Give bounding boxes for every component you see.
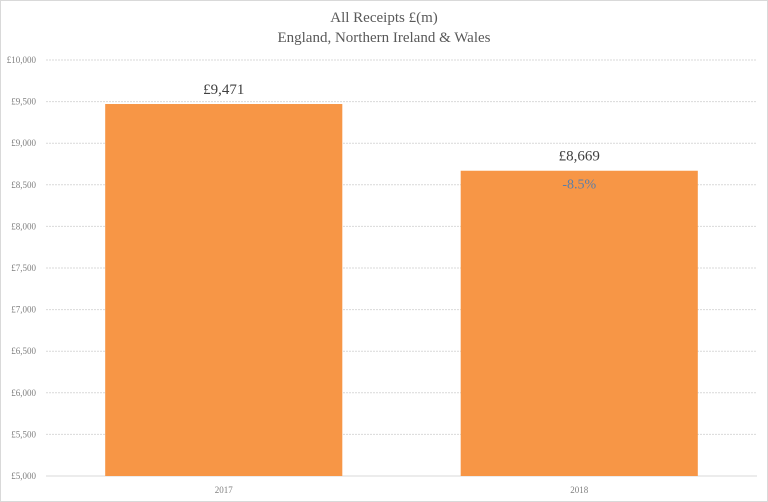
y-tick-label: £9,500 bbox=[11, 97, 36, 107]
bar-2017 bbox=[105, 104, 343, 476]
y-tick-label: £6,500 bbox=[11, 346, 36, 356]
x-tick-label: 2018 bbox=[570, 485, 589, 495]
y-tick-label: £7,500 bbox=[11, 263, 36, 273]
y-tick-label: £6,000 bbox=[11, 388, 36, 398]
x-tick-label: 2017 bbox=[215, 485, 234, 495]
y-tick-label: £5,000 bbox=[11, 471, 36, 481]
y-tick-label: £8,500 bbox=[11, 180, 36, 190]
y-tick-label: £7,000 bbox=[11, 305, 36, 315]
data-label-2018: £8,669 bbox=[559, 149, 600, 165]
bar-2018 bbox=[460, 170, 698, 476]
y-tick-label: £8,000 bbox=[11, 221, 36, 231]
y-tick-label: £9,000 bbox=[11, 138, 36, 148]
y-tick-label: £5,500 bbox=[11, 429, 36, 439]
data-label-2017: £9,471 bbox=[203, 82, 244, 98]
chart-subtitle: England, Northern Ireland & Wales bbox=[277, 30, 490, 46]
chart-title: All Receipts £(m) bbox=[330, 10, 437, 26]
y-tick-label: £10,000 bbox=[7, 55, 37, 65]
change-annotation: -8.5% bbox=[562, 178, 596, 193]
